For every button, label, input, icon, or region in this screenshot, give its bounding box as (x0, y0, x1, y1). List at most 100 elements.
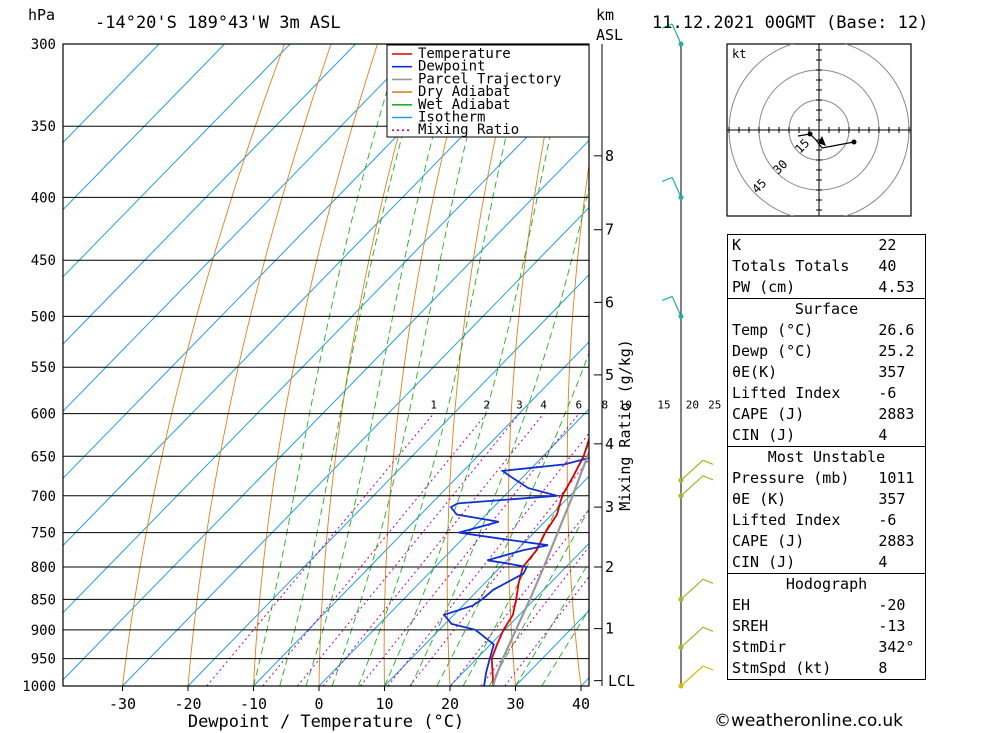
wet-adiabat-line (331, 44, 491, 686)
indices-value: 2883 (878, 405, 915, 423)
indices-section-header: Surface (727, 298, 926, 320)
hodograph-point (851, 139, 857, 145)
wind-barb-staff (671, 296, 682, 317)
mixing-ratio-label: 10 (619, 399, 632, 412)
indices-value: 4 (878, 426, 888, 444)
indices-label: StmSpd (kt) (732, 659, 832, 677)
wind-barbs (661, 23, 714, 689)
x-tick-label: -10 (240, 695, 267, 713)
wind-barb-flag (702, 459, 714, 465)
wind-barb-flag (661, 295, 673, 301)
mixing-ratio-line (359, 413, 580, 686)
km-tick-label: 8 (605, 147, 614, 165)
wind-barb-flag (702, 578, 714, 584)
wind-barb-staff (680, 475, 704, 497)
hodograph-unit: kt (732, 47, 746, 61)
indices-section-header: Most Unstable (727, 446, 926, 468)
hodograph-storm-marker (818, 136, 826, 146)
axes: 1 2 3 4 6 8 10 15 20 2530035040045050055060065070… (22, 37, 721, 713)
wet-adiabat-line (279, 44, 429, 686)
wind-barb-staff (671, 23, 682, 45)
pressure-tick-label: 350 (31, 119, 56, 135)
series-dewpoint (442, 457, 589, 686)
series-parcel-trajectory (492, 448, 589, 686)
footer-credit: ©weatheronline.co.uk (714, 711, 904, 731)
wind-barb-flag (661, 23, 673, 29)
wind-barb-flag (702, 665, 714, 671)
x-tick-label: 0 (314, 695, 323, 713)
lcl-label: LCL (608, 672, 635, 690)
dry-adiabat-line (981, 44, 1000, 686)
y2-axis-label: Mixing Ratio (g/kg) (616, 339, 634, 511)
mixing-ratio-label: 15 (657, 399, 670, 412)
pressure-tick-label: 750 (31, 526, 56, 542)
indices-row: Totals Totals 40 (728, 256, 926, 277)
x-tick-label: 20 (441, 695, 459, 713)
indices-label: StmDir (732, 638, 787, 656)
indices-row: PW (cm) 4.53 (728, 277, 926, 299)
x-tick-label: -30 (109, 695, 136, 713)
pressure-tick-label: 850 (31, 592, 56, 608)
dry-adiabat-line (934, 44, 1000, 686)
indices-value: 1011 (878, 469, 915, 487)
wet-adiabat-line (541, 608, 589, 686)
indices-row: CIN (J) 4 (728, 552, 926, 574)
indices-section-title: Hodograph (727, 573, 926, 595)
mixing-ratio-label: 8 (601, 399, 608, 412)
indices-row: Lifted Index -6 (728, 510, 926, 531)
indices-value: 4 (878, 553, 888, 571)
indices-section-header: Hodograph (727, 573, 926, 595)
asl-unit: ASL (596, 26, 623, 44)
indices-row: StmSpd (kt) 8 (728, 658, 926, 680)
isotherm-line (63, 72, 589, 614)
mixing-ratio-label: 6 (576, 399, 583, 412)
indices-row: θE(K) 357 (728, 362, 926, 383)
indices-value: 357 (878, 363, 906, 381)
legend-entry: Parcel Trajectory (418, 71, 561, 87)
isotherm-line (63, 44, 422, 412)
indices-row: θE (K) 357 (728, 489, 926, 510)
km-tick-label: 2 (605, 558, 614, 576)
hodograph-point (807, 131, 813, 137)
wet-adiabat-line (357, 44, 529, 686)
indices-value: -13 (878, 617, 906, 635)
km-tick-label: 3 (605, 498, 614, 516)
isotherm-line (63, 44, 225, 211)
km-tick-label: 6 (605, 293, 614, 311)
plot-lines (442, 436, 589, 686)
series-temperature (490, 436, 589, 686)
indices-row: StmDir 342° (728, 637, 926, 658)
wet-adiabat-line (515, 561, 589, 686)
wind-barb-staff (680, 665, 704, 687)
indices-value: 357 (878, 490, 906, 508)
mixing-ratio-label: 3 (516, 399, 523, 412)
isotherm-line (253, 341, 589, 686)
x-tick-label: 40 (572, 695, 590, 713)
wind-barb-staff (680, 459, 704, 481)
indices-label: CIN (J) (732, 426, 796, 444)
indices-value: 8 (878, 659, 888, 677)
mixing-ratio-line (322, 413, 545, 686)
location-title: -14°20'S 189°43'W 3m ASL (95, 13, 341, 33)
indices-value: 26.6 (878, 321, 915, 339)
indices-label: Dewp (°C) (732, 342, 814, 360)
pressure-tick-label: 500 (31, 309, 56, 325)
pressure-tick-label: 1000 (22, 679, 56, 695)
mixing-ratio-label: 25 (708, 399, 721, 412)
indices-label: SREH (732, 617, 769, 635)
indices-value: 25.2 (878, 342, 915, 360)
mixing-ratio-label: 2 (483, 399, 490, 412)
plot-grid (63, 44, 1000, 686)
pressure-tick-label: 900 (31, 623, 56, 639)
indices-value: 40 (878, 257, 897, 275)
x-tick-label: 10 (375, 695, 393, 713)
pressure-tick-label: 450 (31, 253, 56, 269)
mixing-ratio-line (480, 545, 589, 686)
indices-value: 2883 (878, 532, 915, 550)
dry-adiabat-line (318, 44, 425, 686)
mixing-ratio-line (206, 413, 435, 686)
indices-row: K 22 (728, 235, 926, 257)
isotherm-line (122, 206, 589, 686)
